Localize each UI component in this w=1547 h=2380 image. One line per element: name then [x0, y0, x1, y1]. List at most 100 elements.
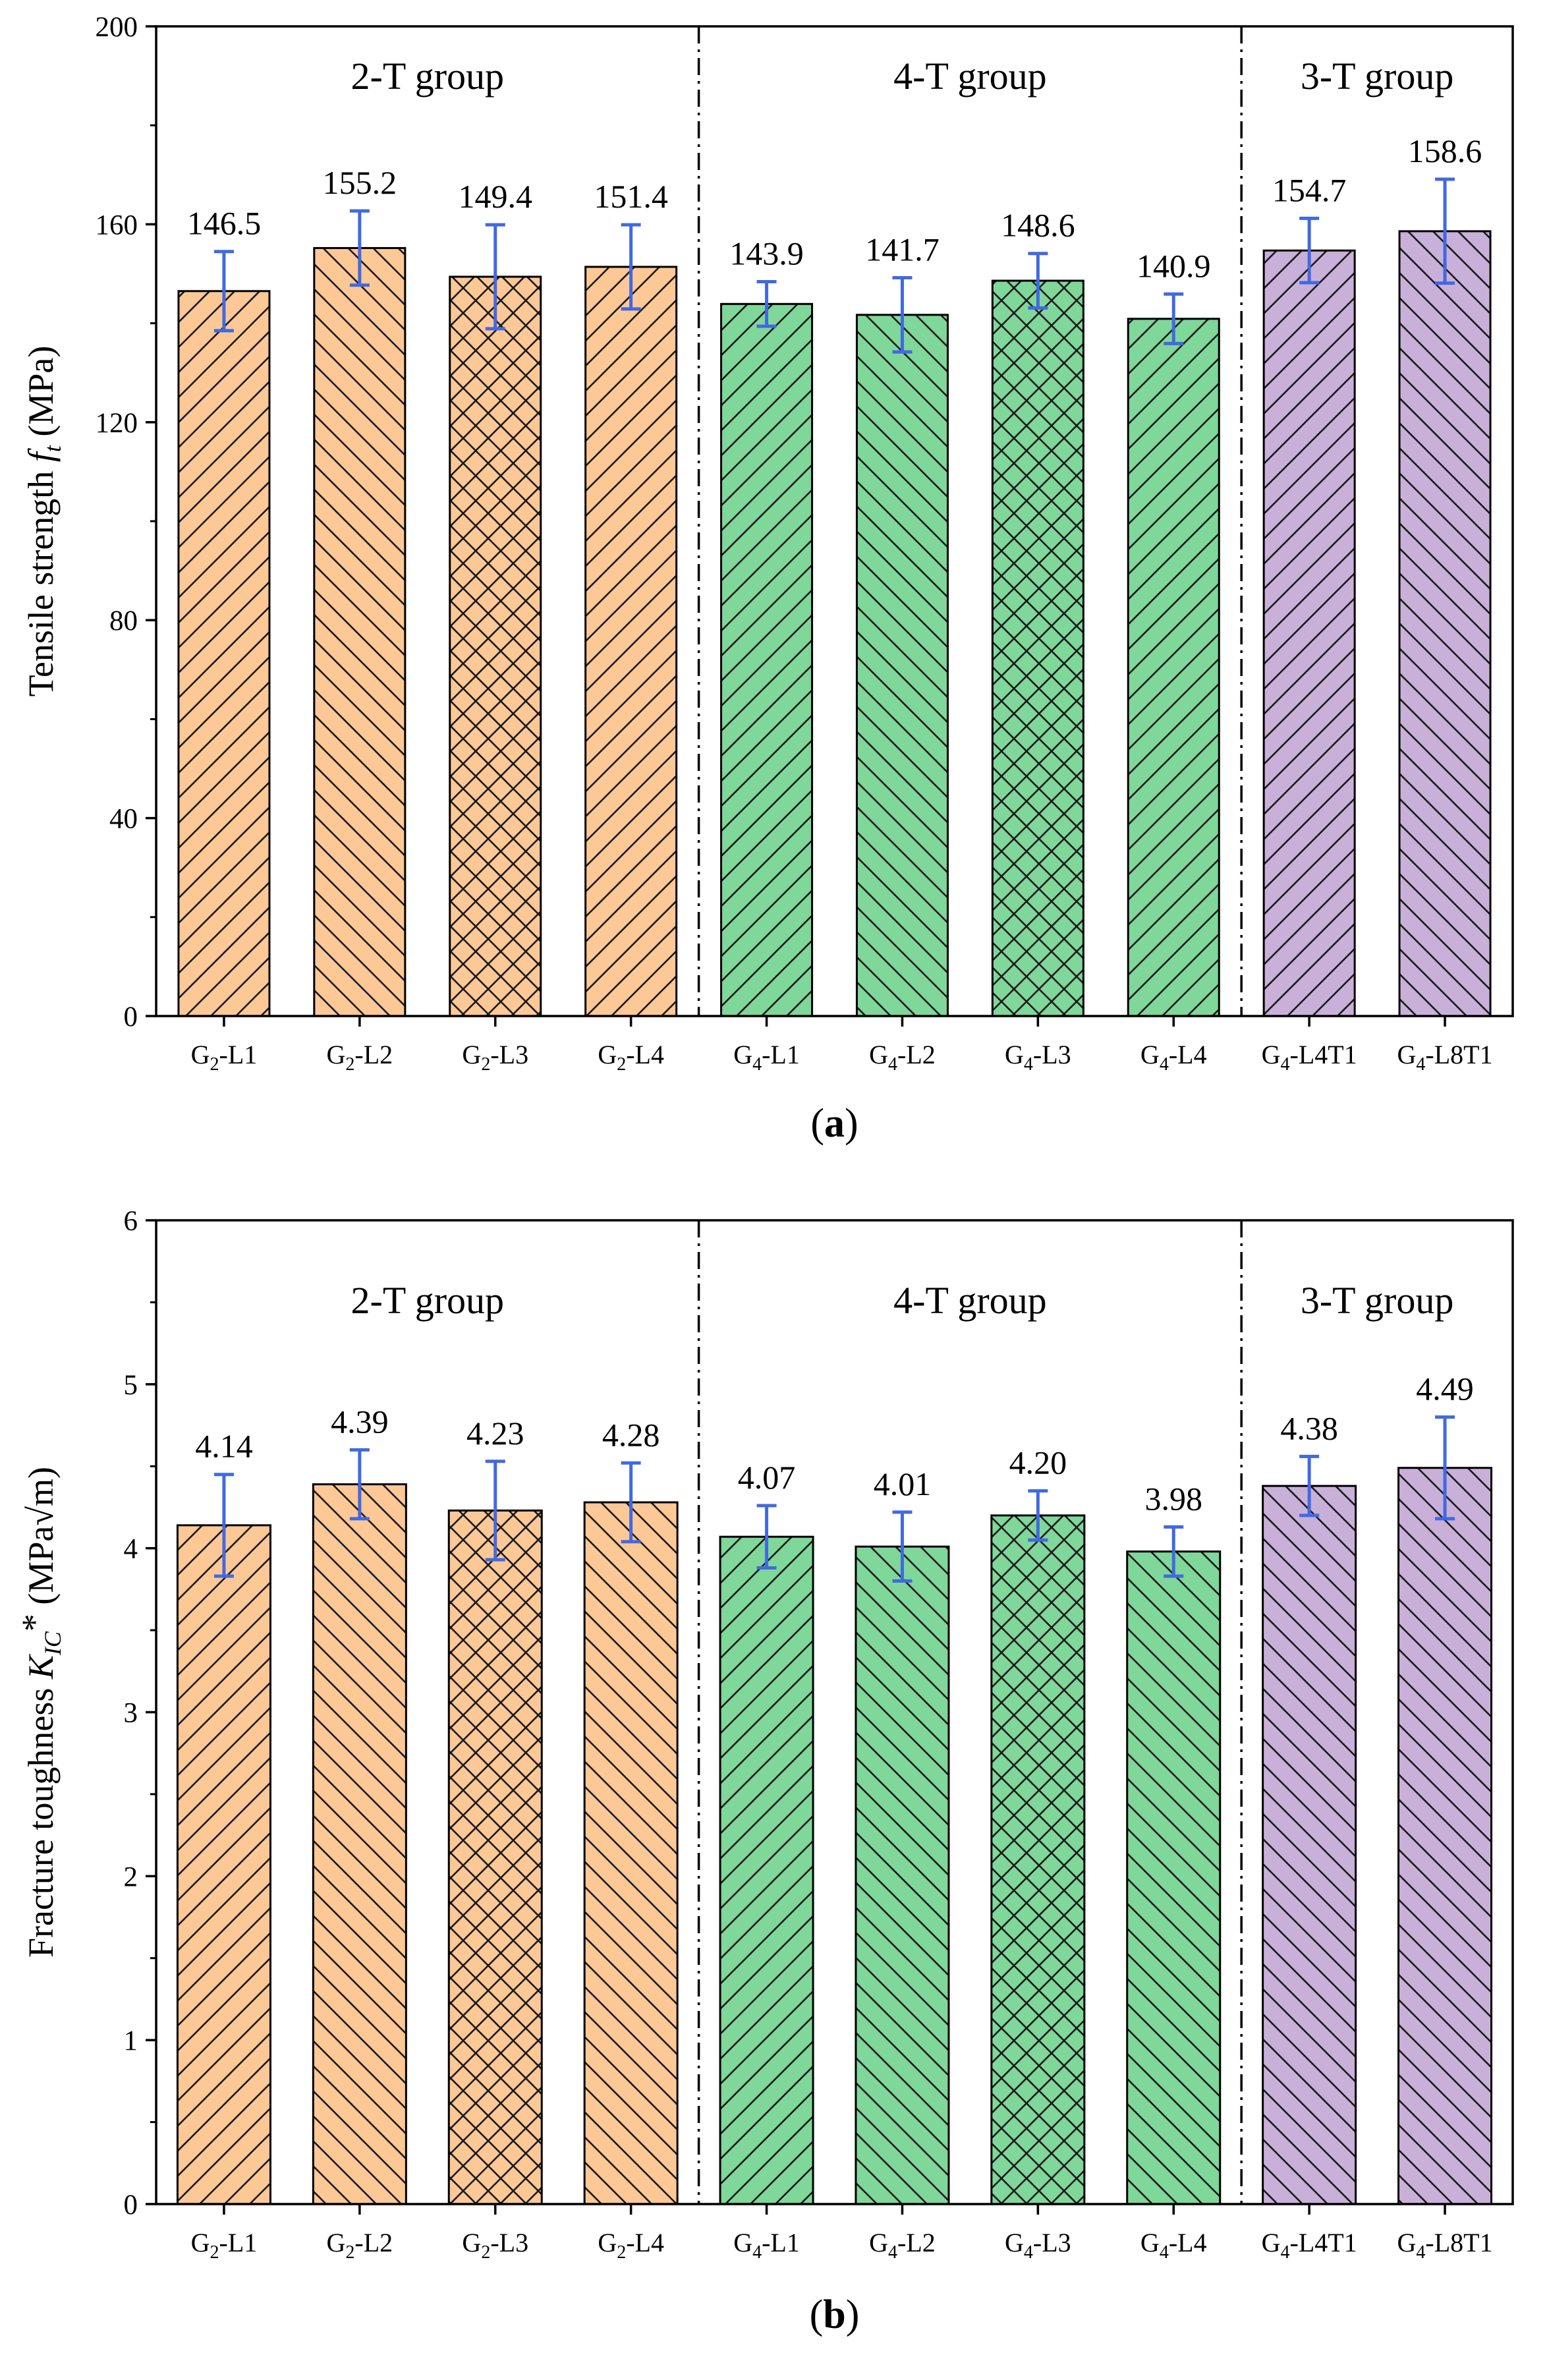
error-bar-a-5 [892, 276, 913, 354]
error-bar-b-7 [1164, 1525, 1184, 1578]
error-bar-a-8 [1299, 216, 1320, 285]
category-label-a-3: G2-L4 [598, 1040, 664, 1075]
value-label-a-4: 143.9 [729, 235, 804, 272]
value-label-a-0: 146.5 [187, 205, 262, 242]
group-label-a-1: 4-T group [893, 55, 1047, 98]
error-bar-a-4 [756, 280, 777, 328]
value-label-a-3: 151.4 [594, 178, 668, 215]
panel-caption-b: (b) [810, 2292, 860, 2337]
bar-hatch-b-3 [583, 1501, 679, 2205]
category-label-b-2: G2-L3 [462, 2228, 528, 2263]
value-label-b-4: 4.07 [738, 1459, 796, 1496]
category-label-a-9: G4-L8T1 [1397, 1040, 1493, 1075]
y-tick-label-b-1: 1 [124, 2026, 138, 2056]
value-label-b-0: 4.14 [195, 1428, 253, 1465]
error-bar-b-6 [1028, 1489, 1048, 1542]
panel-caption-a: (a) [810, 1101, 858, 1146]
error-bar-a-0 [213, 250, 234, 333]
y-tick-label-a-0: 0 [124, 1002, 138, 1033]
category-label-b-4: G4-L1 [733, 2228, 800, 2263]
group-label-b-0: 2-T group [351, 1279, 505, 1322]
y-tick-label-a-5: 200 [96, 12, 138, 43]
bar-hatch-b-8 [1262, 1485, 1357, 2205]
y-tick-label-a-2: 80 [109, 606, 138, 637]
category-label-a-1: G2-L2 [327, 1040, 393, 1075]
category-label-b-1: G2-L2 [327, 2228, 393, 2263]
bar-hatch-a-2 [449, 275, 542, 1017]
error-bar-b-4 [756, 1504, 777, 1570]
group-label-a-2: 3-T group [1301, 55, 1454, 98]
error-bar-a-9 [1435, 177, 1455, 285]
category-label-a-8: G4-L4T1 [1262, 1040, 1357, 1075]
category-label-b-8: G4-L4T1 [1262, 2228, 1357, 2263]
y-tick-label-b-6: 6 [124, 1206, 138, 1237]
error-bar-b-0 [213, 1473, 234, 1578]
group-label-a-0: 2-T group [351, 55, 505, 98]
category-label-a-7: G4-L4 [1140, 1040, 1207, 1075]
value-label-b-5: 4.01 [874, 1465, 932, 1502]
group-label-b-1: 4-T group [893, 1279, 1047, 1322]
bar-hatch-b-4 [719, 1535, 814, 2205]
error-bar-a-6 [1028, 252, 1048, 310]
panel-a-chart: 146.5 155.2 149.4 151.4 143.9 141.7 148.6 140.9… [21, 12, 1514, 1146]
error-bar-a-2 [485, 223, 505, 331]
category-label-b-9: G4-L8T1 [1397, 2228, 1493, 2263]
value-label-b-7: 3.98 [1145, 1480, 1203, 1517]
value-label-b-1: 4.39 [331, 1403, 389, 1440]
bar-hatch-b-2 [447, 1509, 543, 2205]
y-tick-label-a-1: 40 [109, 804, 138, 835]
category-label-b-6: G4-L3 [1005, 2228, 1071, 2263]
y-tick-label-a-3: 120 [96, 408, 138, 439]
value-label-b-8: 4.38 [1280, 1409, 1338, 1446]
bar-hatch-a-3 [584, 266, 678, 1017]
value-label-a-1: 155.2 [323, 164, 397, 201]
value-label-a-5: 141.7 [865, 231, 940, 268]
y-axis-label-a: Tensile strength ft (MPa) [21, 346, 66, 697]
bar-hatch-b-7 [1126, 1550, 1222, 2205]
group-label-b-2: 3-T group [1301, 1279, 1454, 1322]
bar-hatch-a-9 [1398, 230, 1492, 1017]
bar-hatch-a-7 [1127, 318, 1220, 1017]
y-tick-label-a-4: 160 [96, 210, 138, 241]
panel-b-chart: 4.14 4.39 4.23 4.28 4.07 4.01 4.20 3.98 4.38 4.49… [14, 1206, 1514, 2337]
bar-hatch-b-0 [176, 1524, 271, 2205]
category-label-b-7: G4-L4 [1140, 2228, 1207, 2263]
error-bar-b-8 [1299, 1454, 1320, 1517]
error-bar-b-9 [1435, 1415, 1455, 1521]
value-label-b-9: 4.49 [1416, 1371, 1474, 1407]
y-tick-label-b-4: 4 [124, 1534, 138, 1565]
value-label-a-8: 154.7 [1272, 171, 1347, 208]
bar-hatch-a-5 [855, 314, 949, 1017]
y-tick-label-b-3: 3 [124, 1698, 138, 1729]
value-label-b-6: 4.20 [1009, 1444, 1067, 1481]
category-label-b-5: G4-L2 [869, 2228, 936, 2263]
value-label-b-3: 4.28 [602, 1416, 660, 1453]
value-label-a-6: 148.6 [1001, 207, 1075, 244]
category-label-a-6: G4-L3 [1005, 1040, 1071, 1075]
error-bar-a-3 [621, 223, 641, 311]
bar-hatch-a-4 [720, 302, 814, 1017]
value-label-a-7: 140.9 [1137, 247, 1211, 284]
bar-hatch-b-1 [312, 1483, 407, 2205]
value-label-b-2: 4.23 [466, 1415, 524, 1452]
y-tick-label-b-5: 5 [124, 1370, 138, 1401]
bar-hatch-a-6 [991, 279, 1084, 1017]
error-bar-a-1 [349, 209, 370, 287]
error-bar-b-3 [621, 1461, 641, 1544]
error-bar-a-7 [1164, 292, 1184, 345]
y-tick-label-b-0: 0 [124, 2190, 138, 2221]
y-axis-label-b: Fracture toughness KIC* (MPa√m) [14, 1467, 66, 1958]
bar-hatch-b-9 [1397, 1467, 1493, 2205]
error-bar-b-5 [892, 1510, 913, 1583]
category-label-b-3: G2-L4 [598, 2228, 664, 2263]
value-label-a-2: 149.4 [459, 178, 533, 215]
category-label-a-0: G2-L1 [191, 1040, 258, 1075]
bar-hatch-b-5 [855, 1545, 950, 2205]
category-label-a-2: G2-L3 [462, 1040, 528, 1075]
category-label-a-5: G4-L2 [869, 1040, 936, 1075]
bar-hatch-a-8 [1262, 249, 1356, 1017]
category-label-b-0: G2-L1 [191, 2228, 258, 2263]
error-bar-b-2 [485, 1459, 505, 1562]
bar-hatch-a-0 [177, 290, 271, 1017]
